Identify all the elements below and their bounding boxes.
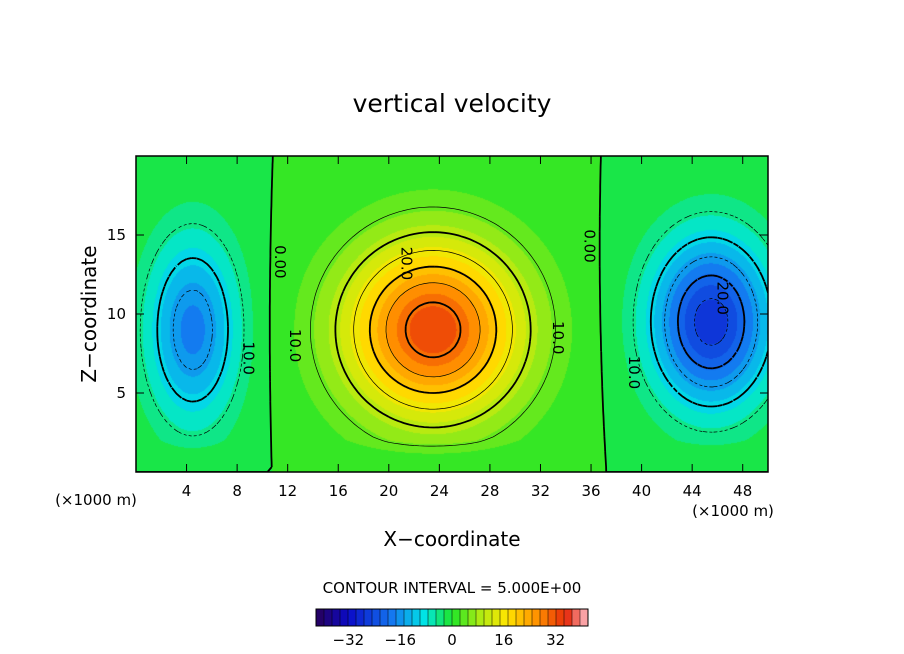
x-tick-label: 44 <box>683 482 702 500</box>
colorbar-swatch <box>540 609 549 626</box>
y-axis-label: Z−coordinate <box>77 245 101 382</box>
colorbar-swatch <box>476 609 485 626</box>
colorbar-tick-label: −32 <box>333 631 365 649</box>
colorbar-swatch <box>436 609 445 626</box>
colorbar-swatch <box>444 609 453 626</box>
contour-line <box>310 206 556 447</box>
contour-label: 10.0 <box>549 321 567 354</box>
contour-label: 20.0 <box>713 281 731 314</box>
colorbar-tick-label: 16 <box>494 631 513 649</box>
colorbar-tick-label: 0 <box>447 631 457 649</box>
contour-line <box>694 298 729 346</box>
colorbar-swatch <box>356 609 365 626</box>
x-axis-ticks: 4 8 12 16 20 24 28 32 36 40 44 48 <box>182 156 752 500</box>
colorbar-swatch <box>524 609 533 626</box>
contour-label: 10.0 <box>625 356 643 389</box>
x-tick-label: 8 <box>232 482 242 500</box>
colorbar-swatch <box>364 609 373 626</box>
colorbar-swatch <box>468 609 477 626</box>
contour-line <box>156 236 768 408</box>
colorbar-swatch <box>404 609 413 626</box>
colorbar-frame <box>315 608 589 627</box>
contour-label: 10.0 <box>239 342 257 375</box>
x-tick-label: 40 <box>632 482 651 500</box>
colorbar-swatch <box>332 609 341 626</box>
contour-line <box>334 231 532 429</box>
y-tick-label: 15 <box>107 226 126 244</box>
y-tick-label: 10 <box>107 305 126 323</box>
x-tick-label: 36 <box>581 482 600 500</box>
x-unit-label-right: (×1000 m) <box>692 502 774 520</box>
plot-area: 0.00 0.00 10.0 10.0 20.0 10.0 10.0 20.0 <box>135 155 769 473</box>
contour-lines <box>136 156 768 472</box>
colorbar-ticks: −32 −16 0 16 32 <box>333 631 566 649</box>
colorbar-swatch <box>388 609 397 626</box>
colorbar-tick-label: 32 <box>546 631 565 649</box>
x-tick-label: 32 <box>531 482 550 500</box>
colorbar-swatch <box>548 609 557 626</box>
colorbar-swatch <box>412 609 421 626</box>
contour-line <box>677 274 746 370</box>
colorbar-swatch <box>580 609 589 626</box>
colorbar-swatch <box>428 609 437 626</box>
colorbar-swatch <box>556 609 565 626</box>
colorbar-swatch <box>396 609 405 626</box>
colorbar-swatch <box>380 609 389 626</box>
contour-labels: 0.00 0.00 10.0 10.0 20.0 10.0 10.0 20.0 <box>239 229 731 389</box>
colorbar-swatch <box>372 609 381 626</box>
colorbar-swatch <box>516 609 525 626</box>
y-tick-label: 5 <box>116 384 126 402</box>
heatmap-field <box>136 156 768 472</box>
colorbar-swatch <box>564 609 573 626</box>
contour-label: 0.00 <box>271 245 289 278</box>
colorbar-swatch <box>492 609 501 626</box>
colorbar-swatch <box>324 609 333 626</box>
x-tick-label: 4 <box>182 482 192 500</box>
contour-line <box>353 250 513 410</box>
colorbar-swatch <box>500 609 509 626</box>
chart-title: vertical velocity <box>353 89 552 118</box>
colorbar-swatch <box>572 609 581 626</box>
x-tick-label: 24 <box>430 482 449 500</box>
contour-line <box>385 282 481 378</box>
colorbar-swatch <box>532 609 541 626</box>
x-tick-label: 20 <box>379 482 398 500</box>
contour-line <box>404 301 462 359</box>
x-tick-label: 28 <box>480 482 499 500</box>
colorbar-swatch <box>348 609 357 626</box>
x-unit-label-left: (×1000 m) <box>55 491 137 509</box>
contour-line <box>172 256 759 388</box>
x-tick-label: 12 <box>278 482 297 500</box>
contour-label: 0.00 <box>581 229 599 262</box>
x-tick-label: 16 <box>329 482 348 500</box>
x-tick-label: 48 <box>733 482 752 500</box>
colorbar-tick-label: −16 <box>384 631 416 649</box>
colorbar-swatch <box>460 609 469 626</box>
contour-line <box>139 211 768 437</box>
y-axis-ticks: 5 10 15 <box>107 226 768 402</box>
colorbar-swatch <box>484 609 493 626</box>
contour-label: 20.0 <box>397 247 415 280</box>
contour-label: 10.0 <box>286 329 304 362</box>
colorbar <box>315 608 589 627</box>
contour-interval-label: CONTOUR INTERVAL = 5.000E+00 <box>323 579 582 597</box>
x-axis-label: X−coordinate <box>383 527 520 551</box>
colorbar-swatch <box>316 609 325 626</box>
colorbar-swatch <box>452 609 461 626</box>
colorbar-swatch <box>508 609 517 626</box>
contour-line <box>136 156 768 472</box>
colorbar-swatch <box>340 609 349 626</box>
contour-line <box>368 265 498 394</box>
colorbar-swatch <box>420 609 429 626</box>
